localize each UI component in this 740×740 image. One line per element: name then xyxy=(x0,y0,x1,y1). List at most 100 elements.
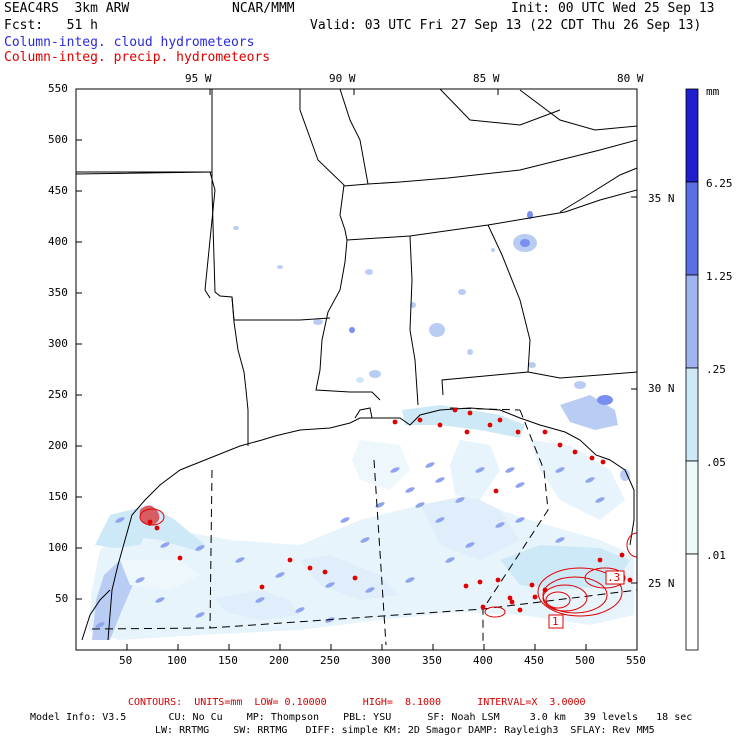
y-tick-label: 300 xyxy=(48,337,68,350)
precip-cell xyxy=(437,422,443,428)
precip-cell xyxy=(322,569,328,575)
cloud-cell xyxy=(465,542,475,548)
lon-label-85w: 85 W xyxy=(473,72,500,85)
precip-cell xyxy=(572,449,578,455)
precip-cell xyxy=(589,455,595,461)
cloud-cell xyxy=(515,482,525,488)
nest-boundary-east xyxy=(482,409,549,645)
cloud-cell xyxy=(295,607,305,613)
colorbar-unit: mm xyxy=(706,85,720,98)
lat-label-25n: 25 N xyxy=(648,577,675,590)
cloud-cell xyxy=(425,462,435,468)
cloud-cell xyxy=(255,597,265,603)
colorbar-segment-mid xyxy=(685,274,699,369)
precip-cell xyxy=(147,519,153,525)
cloud-cell xyxy=(495,522,505,528)
cloud-cell xyxy=(195,612,205,618)
y-tick-label: 400 xyxy=(48,235,68,248)
colorbar-label: .05 xyxy=(706,456,726,469)
x-tick-label: 350 xyxy=(422,654,442,667)
plot-frame xyxy=(75,88,638,651)
lat-label-35n: 35 N xyxy=(648,192,675,205)
cloud-cell xyxy=(115,517,125,523)
colorbar-segment-darkest xyxy=(685,88,699,183)
cloud-cell xyxy=(405,487,415,493)
y-tick-label: 450 xyxy=(48,184,68,197)
contour-label-low: 1 xyxy=(552,615,559,628)
colorbar-segment-light xyxy=(685,367,699,462)
cloud-cell xyxy=(160,542,170,548)
contours-info: CONTOURS: UNITS=mm LOW= 0.10000 HIGH= 8.… xyxy=(128,697,586,708)
contour-label-boxes xyxy=(548,570,625,629)
precip-cell xyxy=(417,417,423,423)
cloud-cell xyxy=(555,537,565,543)
cloud-cell xyxy=(195,545,205,551)
cloud-cell xyxy=(405,577,415,583)
colorbar-label: .01 xyxy=(706,549,726,562)
cloud-cell xyxy=(95,622,105,628)
x-tick-label: 450 xyxy=(524,654,544,667)
precip-cell xyxy=(452,407,458,413)
nest-boundary-middle xyxy=(373,459,387,646)
precip-cell xyxy=(495,577,501,583)
y-tick-label: 50 xyxy=(55,592,69,605)
cloud-cell xyxy=(585,477,595,483)
nest-boundary-west xyxy=(209,469,213,629)
model-info-line2: LW: RRTMG SW: RRTMG DIFF: simple KM: 2D … xyxy=(155,725,655,736)
precip-cell xyxy=(464,429,470,435)
y-tick-label: 350 xyxy=(48,286,68,299)
field-cloud-hydrometeors: Column-integ. cloud hydrometeors xyxy=(4,35,255,50)
init-time: Init: 00 UTC Wed 25 Sep 13 xyxy=(511,1,715,16)
precip-cell xyxy=(532,594,538,600)
colorbar-segment-blank xyxy=(685,553,699,651)
cloud-cell xyxy=(415,502,425,508)
precip-cell xyxy=(487,422,493,428)
cloud-cell xyxy=(475,467,485,473)
cloud-cell xyxy=(555,467,565,473)
cloud-cell xyxy=(515,517,525,523)
y-tick-label: 500 xyxy=(48,133,68,146)
x-tick-label: 500 xyxy=(575,654,595,667)
precip-cell xyxy=(597,557,603,563)
cloud-hydrometeor-field xyxy=(88,211,634,640)
field-precip-hydrometeors: Column-integ. precip. hydrometeors xyxy=(4,50,271,65)
lon-label-90w: 90 W xyxy=(329,72,356,85)
lat-label-30n: 30 N xyxy=(648,382,675,395)
x-tick-label: 50 xyxy=(119,654,133,667)
precip-cell xyxy=(480,604,486,610)
x-tick-label: 300 xyxy=(371,654,391,667)
cloud-cell xyxy=(375,502,385,508)
precip-cell xyxy=(259,584,265,590)
cloud-cell xyxy=(325,582,335,588)
colorbar xyxy=(685,88,699,651)
colorbar-segment-lightest xyxy=(685,460,699,555)
colorbar-label: .25 xyxy=(706,363,726,376)
model-title: SEAC4RS 3km ARW xyxy=(4,1,130,16)
cloud-cell xyxy=(390,467,400,473)
organization-label: NCAR/MMM xyxy=(232,1,295,16)
cloud-cell xyxy=(445,557,455,563)
precip-hydrometeor-contours xyxy=(139,407,637,618)
precip-cell xyxy=(542,429,548,435)
cloud-cell xyxy=(455,497,465,503)
x-tick-label: 100 xyxy=(167,654,187,667)
valid-time: Valid: 03 UTC Fri 27 Sep 13 (22 CDT Thu … xyxy=(310,18,702,33)
y-tick-label: 250 xyxy=(48,388,68,401)
precip-cell xyxy=(463,583,469,589)
colorbar-label: 6.25 xyxy=(706,177,733,190)
x-tick-label: 550 xyxy=(626,654,646,667)
precip-cell xyxy=(517,607,523,613)
lon-label-95w: 95 W xyxy=(185,72,212,85)
precip-cell xyxy=(529,582,535,588)
nest-boundary-north xyxy=(449,407,521,411)
cloud-cell xyxy=(235,557,245,563)
precip-cell xyxy=(392,419,398,425)
precip-cell xyxy=(497,417,503,423)
cloud-cell xyxy=(135,577,145,583)
precip-cell xyxy=(177,555,183,561)
y-tick-label: 200 xyxy=(48,439,68,452)
precip-cell xyxy=(542,587,548,593)
colorbar-label: 1.25 xyxy=(706,270,733,283)
precip-cell xyxy=(557,442,563,448)
